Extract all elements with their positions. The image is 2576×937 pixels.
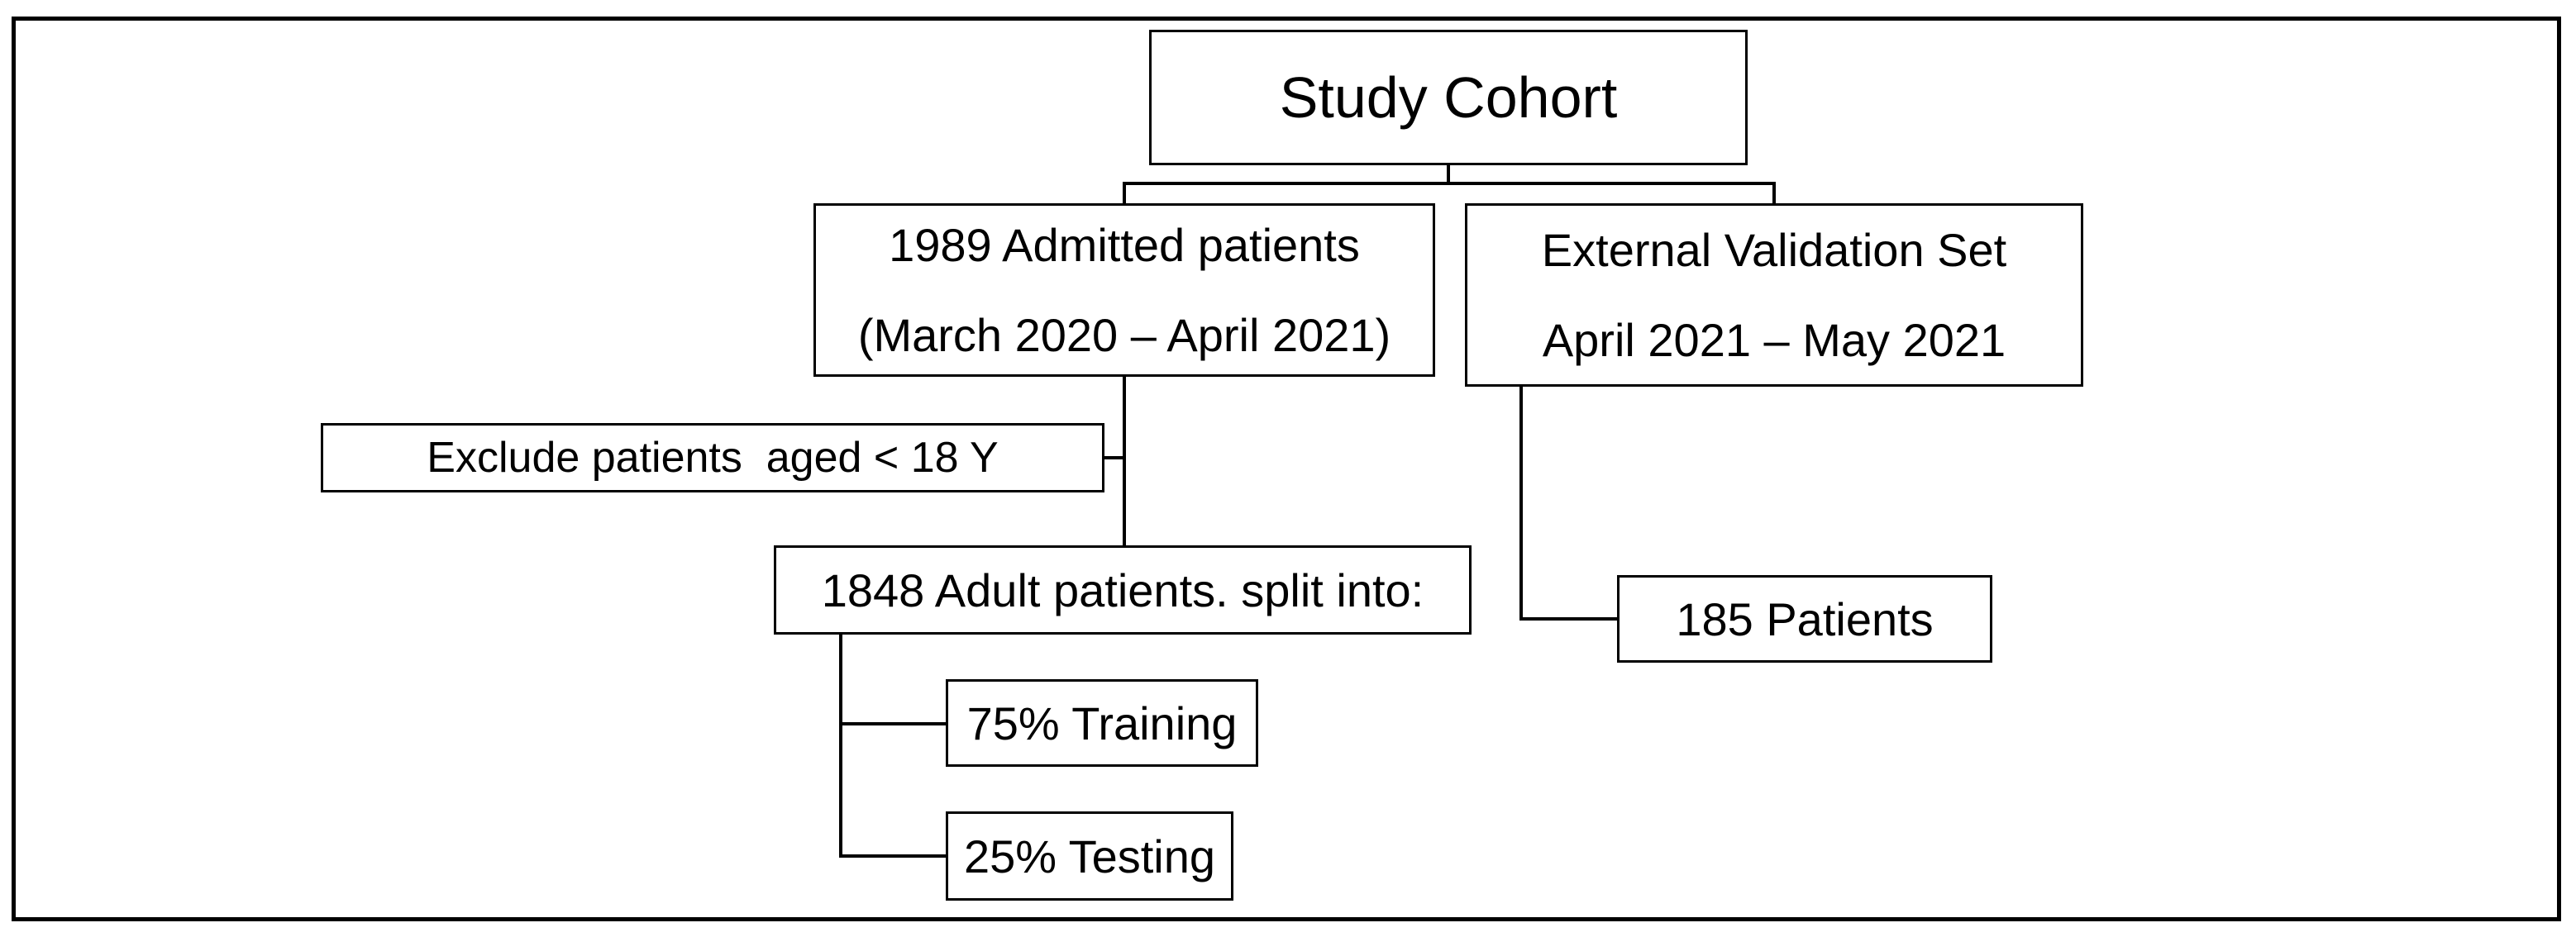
- study-cohort-label: Study Cohort: [1279, 65, 1618, 130]
- outer-frame: [12, 17, 2561, 921]
- adult-patients-box: 1848 Adult patients. split into:: [774, 545, 1472, 635]
- testing-split-label: 25% Testing: [963, 830, 1216, 882]
- admitted-patients-line1: 1989 Admitted patients: [889, 219, 1360, 271]
- testing-split-box: 25% Testing: [946, 811, 1233, 901]
- validation-patients-box: 185 Patients: [1617, 575, 1992, 663]
- exclude-patients-label: Exclude patients aged < 18 Y: [427, 434, 999, 482]
- admitted-patients-line2: (March 2020 – April 2021): [857, 309, 1391, 361]
- study-cohort-box: Study Cohort: [1149, 30, 1748, 165]
- validation-patients-label: 185 Patients: [1676, 592, 1934, 645]
- admitted-patients-box: 1989 Admitted patients (March 2020 – Apr…: [813, 203, 1435, 377]
- adult-patients-label: 1848 Adult patients. split into:: [821, 564, 1424, 616]
- external-validation-box: External Validation Set April 2021 – May…: [1465, 203, 2083, 387]
- training-split-box: 75% Training: [946, 679, 1258, 767]
- external-validation-line2: April 2021 – May 2021: [1542, 314, 2006, 366]
- exclude-patients-box: Exclude patients aged < 18 Y: [321, 423, 1104, 492]
- training-split-label: 75% Training: [966, 697, 1238, 749]
- external-validation-line1: External Validation Set: [1541, 224, 2007, 276]
